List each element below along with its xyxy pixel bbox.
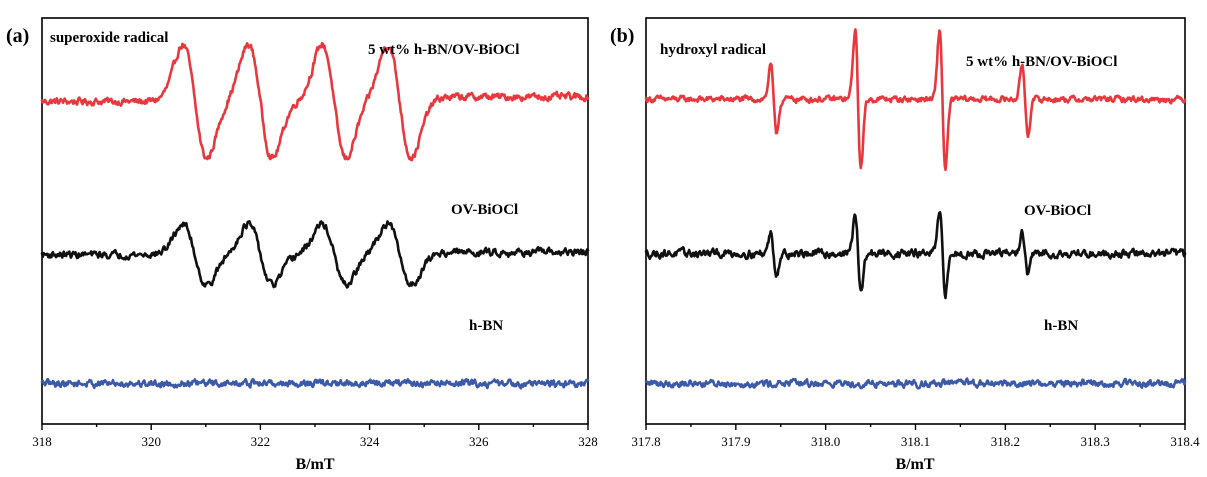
x-tick-label: 318.1 xyxy=(901,434,930,449)
x-tick-label: 318.4 xyxy=(1170,434,1200,449)
x-tick-label: 318.3 xyxy=(1081,434,1110,449)
series-line-5-wt-h-bn-ov-biocl xyxy=(644,28,1187,172)
panel-b-xlabel: B/mT xyxy=(895,456,934,473)
x-tick-label: 328 xyxy=(578,434,598,449)
x-tick-label: 317.8 xyxy=(631,434,660,449)
panel-b: 317.8 317.9 318.0 318.1 318.2 318.3 318.4 (b) … xyxy=(610,17,1200,473)
panel-b-letter: (b) xyxy=(610,25,634,47)
x-tick-label: 317.9 xyxy=(721,434,750,449)
panel-a-label-composite: 5 wt% h-BN/OV-BiOCl xyxy=(368,42,519,58)
panel-a: 318 320 322 324 326 328 (a) superoxide radica… xyxy=(6,17,598,473)
panel-a-series-group xyxy=(40,41,590,390)
x-tick-label: 320 xyxy=(141,434,161,449)
panel-a-label-ov-biocl: OV-BiOCl xyxy=(451,202,518,218)
panel-a-ticks: 318 320 322 324 326 328 xyxy=(32,424,598,449)
series-line-5-wt-h-bn-ov-biocl xyxy=(40,41,590,162)
x-tick-label: 318 xyxy=(32,434,52,449)
panel-a-xlabel: B/mT xyxy=(295,456,334,473)
x-tick-label: 318.0 xyxy=(811,434,840,449)
series-line-h-bn xyxy=(644,377,1187,390)
panel-b-label-hbn: h-BN xyxy=(1044,318,1078,334)
panel-a-letter: (a) xyxy=(6,25,29,47)
panel-b-label-ov-biocl: OV-BiOCl xyxy=(1024,203,1091,219)
x-tick-label: 326 xyxy=(469,434,489,449)
x-tick-label: 318.2 xyxy=(991,434,1020,449)
panel-a-frame xyxy=(41,17,589,425)
series-line-h-bn xyxy=(40,377,590,390)
panel-b-series-group xyxy=(644,28,1187,390)
panel-b-frame xyxy=(645,17,1186,425)
x-tick-label: 324 xyxy=(360,434,380,449)
series-line-ov-biocl xyxy=(40,220,590,289)
panel-a-label-hbn: h-BN xyxy=(469,318,503,334)
panel-b-label-composite: 5 wt% h-BN/OV-BiOCl xyxy=(966,54,1117,70)
x-tick-label: 322 xyxy=(251,434,271,449)
series-line-ov-biocl xyxy=(644,211,1187,300)
panel-a-title: superoxide radical xyxy=(50,30,168,46)
panel-b-ticks: 317.8 317.9 318.0 318.1 318.2 318.3 318.4 xyxy=(631,424,1200,449)
panel-b-title: hydroxyl radical xyxy=(660,42,766,58)
